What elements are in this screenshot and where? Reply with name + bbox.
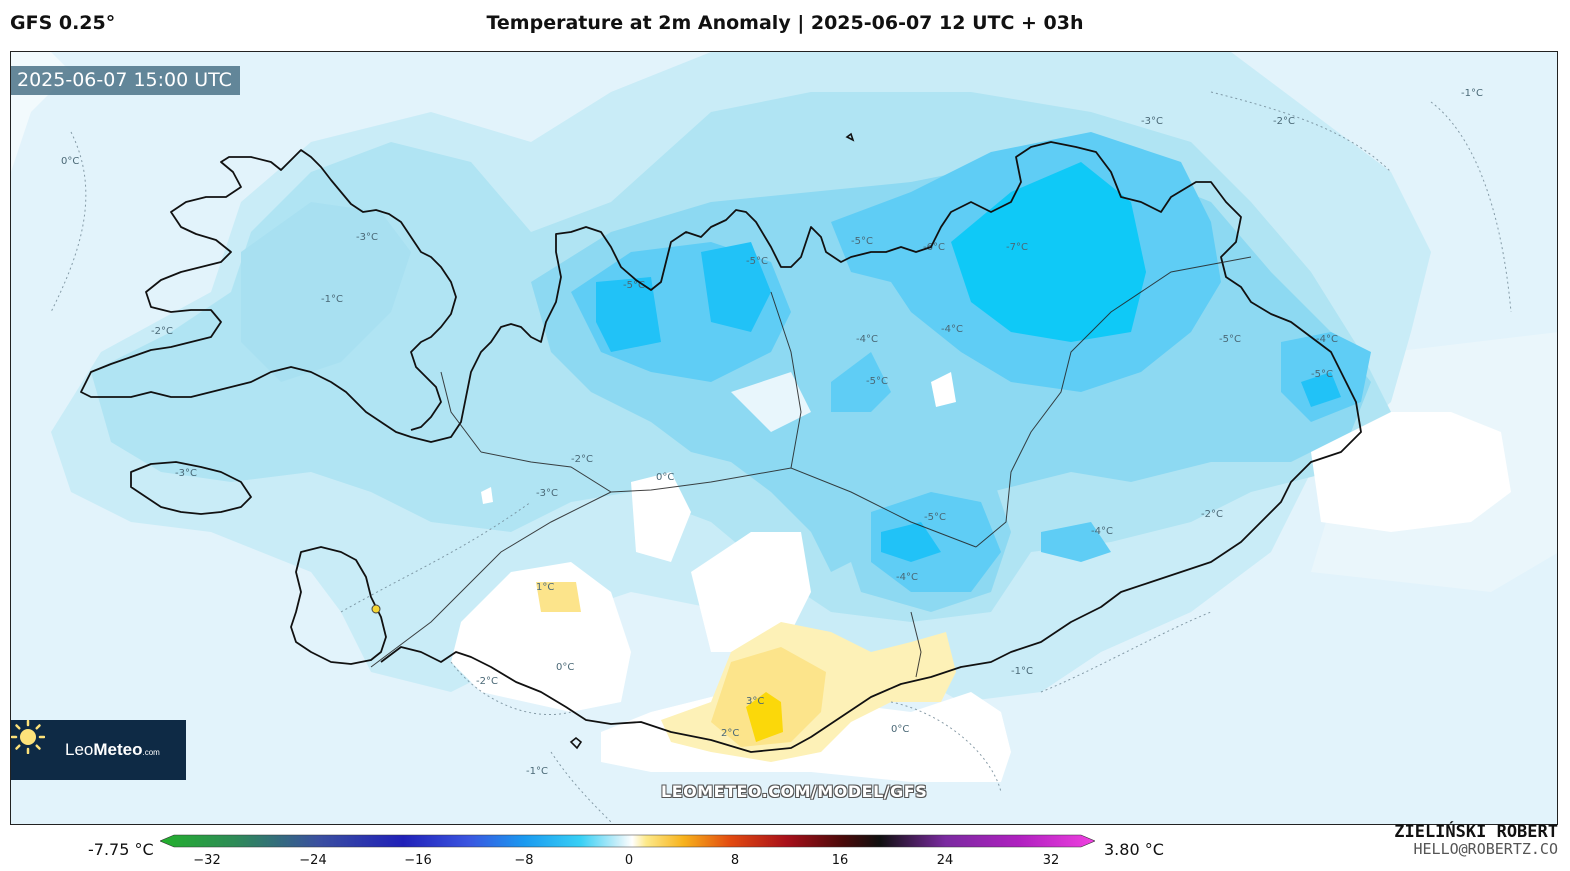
sun-icon bbox=[11, 720, 45, 754]
contour-label: -5°C bbox=[1311, 369, 1333, 380]
author-credit: ZIELIŃSKI ROBERT HELLO@ROBERTZ.CO bbox=[1394, 822, 1558, 858]
contour-label: -2°C bbox=[151, 326, 173, 337]
contour-label: 1°C bbox=[536, 582, 554, 593]
colorbar-tick: 0 bbox=[624, 853, 634, 868]
colorbar-tick: −16 bbox=[404, 853, 432, 868]
contour-label: -2°C bbox=[1273, 116, 1295, 127]
contour-label: -3°C bbox=[536, 488, 558, 499]
colorbar-tick: 8 bbox=[730, 853, 740, 868]
map-panel[interactable]: 0°C -1°C -2°C -3°C -3°C -4°C -5°C -5°C -… bbox=[10, 51, 1558, 825]
contour-label: -5°C bbox=[746, 256, 768, 267]
contour-label: -5°C bbox=[851, 236, 873, 247]
colorbar-tick: −24 bbox=[299, 853, 327, 868]
colorbar-tick: 24 bbox=[936, 853, 954, 868]
contour-label: -1°C bbox=[1461, 88, 1483, 99]
colorbar-min-label: -7.75 °C bbox=[88, 840, 154, 859]
colorbar bbox=[160, 834, 1095, 848]
contour-label: -1°C bbox=[1011, 666, 1033, 677]
logo-suffix: .com bbox=[142, 748, 160, 757]
contour-label: -3°C bbox=[1141, 116, 1163, 127]
contour-label: -5°C bbox=[866, 376, 888, 387]
contour-label: -1°C bbox=[526, 766, 548, 777]
contour-label: 0°C bbox=[891, 724, 909, 735]
contour-label: -1°C bbox=[321, 294, 343, 305]
contour-label: -6°C bbox=[923, 242, 945, 253]
city-marker bbox=[371, 604, 381, 614]
author-name: ZIELIŃSKI ROBERT bbox=[1394, 822, 1558, 842]
colorbar-tick: 32 bbox=[1042, 853, 1060, 868]
contour-label: -5°C bbox=[924, 512, 946, 523]
contour-label: 2°C bbox=[721, 728, 739, 739]
site-watermark: LEOMETEO.COM/MODEL/GFS bbox=[661, 782, 928, 801]
colorbar-tick: −8 bbox=[514, 853, 534, 868]
contour-label: -7°C bbox=[1006, 242, 1028, 253]
logo-text: LeoMeteo.com bbox=[65, 740, 160, 760]
contour-label: -3°C bbox=[175, 468, 197, 479]
contour-label: -4°C bbox=[1316, 334, 1338, 345]
logo-name-bold: Meteo bbox=[93, 740, 143, 759]
contour-label: -5°C bbox=[623, 280, 645, 291]
contour-label: -4°C bbox=[856, 334, 878, 345]
coastline bbox=[80, 141, 1362, 753]
leometeo-logo[interactable]: LeoMeteo.com bbox=[11, 720, 186, 780]
contour-label: -2°C bbox=[476, 676, 498, 687]
contour-label: -2°C bbox=[1201, 509, 1223, 520]
contour-label: -4°C bbox=[941, 324, 963, 335]
contour-label: -2°C bbox=[571, 454, 593, 465]
valid-time-label: 2025-06-07 15:00 UTC bbox=[11, 66, 240, 95]
author-email: HELLO@ROBERTZ.CO bbox=[1413, 840, 1559, 858]
contour-label: 0°C bbox=[556, 662, 574, 673]
colorbar-tick: −32 bbox=[193, 853, 221, 868]
contour-label: 0°C bbox=[656, 472, 674, 483]
model-label: GFS 0.25° bbox=[10, 12, 116, 34]
colorbar-tick: 16 bbox=[831, 853, 849, 868]
contour-label: -4°C bbox=[1091, 526, 1113, 537]
logo-name-light: Leo bbox=[65, 740, 94, 759]
colorbar-max-label: 3.80 °C bbox=[1104, 840, 1164, 859]
contour-label: -5°C bbox=[1219, 334, 1241, 345]
chart-title: Temperature at 2m Anomaly | 2025-06-07 1… bbox=[486, 12, 1084, 34]
contour-label: 0°C bbox=[61, 156, 79, 167]
anomaly-map: 0°C -1°C -2°C -3°C -3°C -4°C -5°C -5°C -… bbox=[11, 52, 1557, 824]
contour-label: -3°C bbox=[356, 232, 378, 243]
contour-label: 3°C bbox=[746, 696, 764, 707]
contour-label: -4°C bbox=[896, 572, 918, 583]
